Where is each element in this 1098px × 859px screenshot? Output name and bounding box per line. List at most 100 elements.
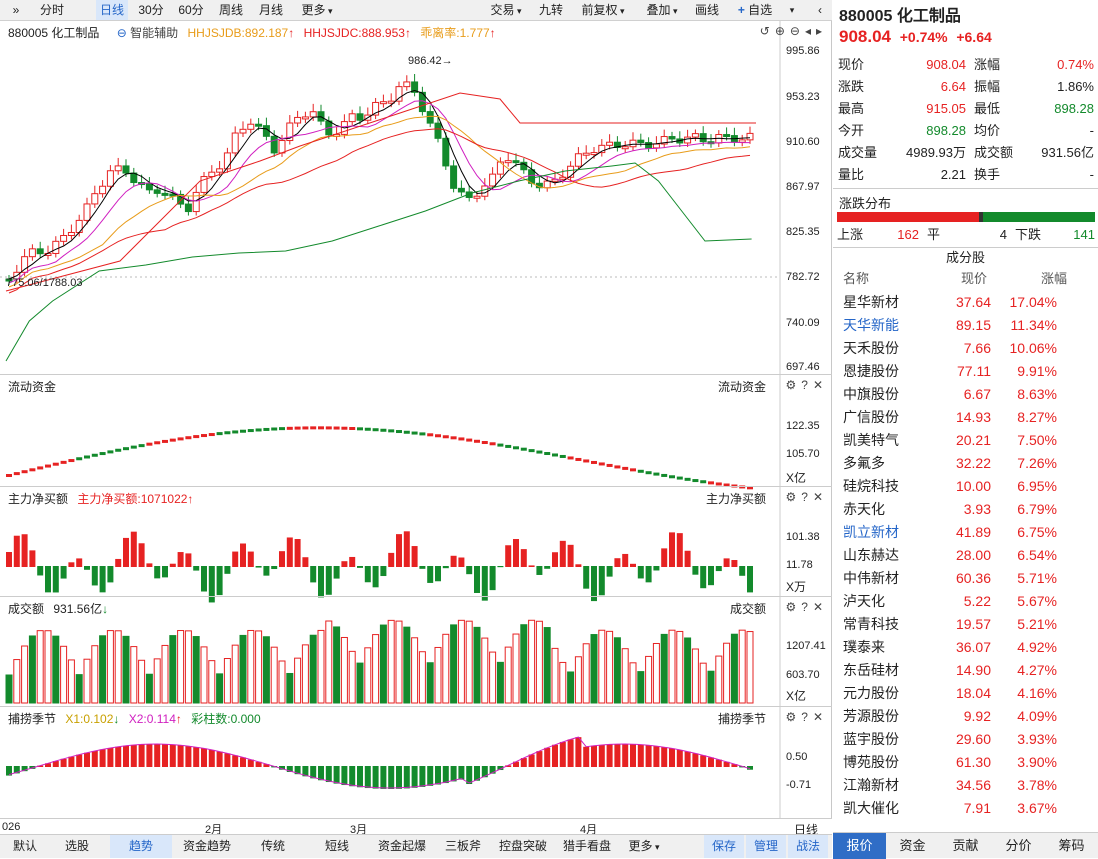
tab-hunter[interactable]: 猎手看盘 xyxy=(562,839,611,853)
constituent-row[interactable]: 凯立新材 41.89 6.75% xyxy=(833,521,1091,543)
help-icon[interactable]: ? xyxy=(801,710,813,724)
tab-fund-trend[interactable]: 资金趋势 xyxy=(182,839,231,853)
flow-bar xyxy=(380,428,387,432)
adjust-menu[interactable]: 前复权 xyxy=(574,0,632,20)
help-icon[interactable]: ? xyxy=(801,378,813,392)
constituent-row[interactable]: 广信股份 14.93 8.27% xyxy=(833,406,1091,428)
tab-funds[interactable]: 资金 xyxy=(899,838,926,853)
tab-minute[interactable]: 分时 xyxy=(39,3,64,17)
constituent-row[interactable]: 博苑股份 61.30 3.90% xyxy=(833,751,1091,773)
stock-name: 蓝宇股份 xyxy=(843,731,899,747)
constituent-row[interactable]: 多氟多 32.22 7.26% xyxy=(833,452,1091,474)
season-bar xyxy=(513,761,519,767)
help-icon[interactable]: ? xyxy=(801,600,813,614)
season-bar xyxy=(52,761,59,767)
help-icon[interactable]: ? xyxy=(801,490,813,504)
stock-change: 5.67% xyxy=(1017,593,1057,609)
flow-bar xyxy=(310,426,317,430)
netbuy-bar xyxy=(684,550,691,567)
tab-three-axe[interactable]: 三板斧 xyxy=(444,839,481,853)
constituent-row[interactable]: 江瀚新材 34.56 3.78% xyxy=(833,774,1091,796)
tab-30min[interactable]: 30分 xyxy=(138,3,164,17)
settings-icon[interactable]: ⚙ xyxy=(785,600,802,614)
constituent-row[interactable]: 东岳硅材 14.90 4.27% xyxy=(833,659,1091,681)
collapse-icon[interactable]: ‹ xyxy=(818,3,822,17)
constituent-row[interactable]: 凯大催化 7.91 3.67% xyxy=(833,797,1091,819)
tab-fund-burst[interactable]: 资金起爆 xyxy=(377,839,426,853)
add-watchlist-label: 自选 xyxy=(748,3,773,17)
tab-trend[interactable]: 趋势 xyxy=(110,835,172,858)
right-icon[interactable]: ▸ xyxy=(815,24,827,38)
close-icon[interactable]: ✕ xyxy=(812,710,828,724)
left-icon[interactable]: ◂ xyxy=(804,24,816,38)
save-button[interactable]: 保存 xyxy=(704,835,744,858)
constituent-row[interactable]: 蓝宇股份 29.60 3.93% xyxy=(833,728,1091,750)
constituent-row[interactable]: 恩捷股份 77.11 9.91% xyxy=(833,360,1091,382)
constituent-row[interactable]: 元力股份 18.04 4.16% xyxy=(833,682,1091,704)
settings-icon[interactable]: ⚙ xyxy=(785,710,802,724)
candle-body xyxy=(114,165,122,172)
constituent-row[interactable]: 芳源股份 9.92 4.09% xyxy=(833,705,1091,727)
stock-price: 61.30 xyxy=(955,754,991,770)
close-icon[interactable]: ✕ xyxy=(812,600,828,614)
watchlist-dropdown-icon[interactable]: ▾ xyxy=(789,5,795,15)
manage-button[interactable]: 管理 xyxy=(746,835,786,858)
amount-bar xyxy=(145,673,153,704)
flow-bar xyxy=(575,457,582,461)
tab-weekly[interactable]: 周线 xyxy=(218,3,243,17)
constituent-row[interactable]: 常青科技 19.57 5.21% xyxy=(833,613,1091,635)
tab-more[interactable]: 更多 xyxy=(294,0,340,20)
assist-label[interactable]: 智能辅助 xyxy=(130,26,179,40)
strategy-button[interactable]: 战法 xyxy=(788,835,828,858)
ma-line xyxy=(8,100,750,284)
close-icon[interactable]: ✕ xyxy=(812,378,828,392)
tab-default[interactable]: 默认 xyxy=(12,839,37,853)
stock-price: 6.67 xyxy=(963,386,991,402)
tab-traditional[interactable]: 传统 xyxy=(260,839,285,853)
constituent-row[interactable]: 泸天化 5.22 5.67% xyxy=(833,590,1091,612)
constituent-row[interactable]: 璞泰来 36.07 4.92% xyxy=(833,636,1091,658)
candle-body xyxy=(582,152,590,156)
assist-toggle-icon[interactable]: ⊖ xyxy=(116,26,127,40)
settings-icon[interactable]: ⚙ xyxy=(785,378,802,392)
candle-body xyxy=(450,165,458,189)
constituent-row[interactable]: 天禾股份 7.66 10.06% xyxy=(833,337,1091,359)
close-icon[interactable]: ✕ xyxy=(812,490,828,504)
refresh-icon[interactable]: ↺ xyxy=(759,24,775,38)
netbuy-bar xyxy=(263,566,270,576)
stat-value: 908.04 xyxy=(926,57,966,72)
tab-monthly[interactable]: 月线 xyxy=(258,3,283,17)
candle-body xyxy=(746,132,754,141)
col-change[interactable]: 涨幅 xyxy=(1041,271,1068,286)
season-bar xyxy=(302,766,309,777)
constituent-row[interactable]: 山东赫达 28.00 6.54% xyxy=(833,544,1091,566)
expand-icon[interactable]: » xyxy=(12,3,20,17)
trade-menu[interactable]: 交易 xyxy=(484,0,528,20)
zoom-out-icon[interactable]: ⊖ xyxy=(789,24,805,38)
col-name[interactable]: 名称 xyxy=(843,271,870,286)
tab-chips[interactable]: 筹码 xyxy=(1058,838,1085,853)
tab-quote[interactable]: 报价 xyxy=(833,833,886,859)
add-watchlist-button[interactable]: + 自选 xyxy=(728,0,782,20)
tab-daily[interactable]: 日线 xyxy=(96,0,128,20)
constituent-row[interactable]: 天华新能 89.15 11.34% xyxy=(833,314,1091,336)
tab-contribution[interactable]: 贡献 xyxy=(952,838,979,853)
zoom-in-icon[interactable]: ⊕ xyxy=(774,24,790,38)
constituent-row[interactable]: 硅烷科技 10.00 6.95% xyxy=(833,475,1091,497)
constituent-row[interactable]: 星华新材 37.64 17.04% xyxy=(833,291,1091,313)
settings-icon[interactable]: ⚙ xyxy=(785,490,802,504)
nine-turn-button[interactable]: 九转 xyxy=(538,3,563,17)
constituent-row[interactable]: 中伟新材 60.36 5.71% xyxy=(833,567,1091,589)
draw-line-button[interactable]: 画线 xyxy=(694,3,719,17)
constituent-row[interactable]: 中旗股份 6.67 8.63% xyxy=(833,383,1091,405)
constituent-row[interactable]: 凯美特气 20.21 7.50% xyxy=(833,429,1091,451)
col-price[interactable]: 现价 xyxy=(961,271,988,286)
tab-more[interactable]: 更多 xyxy=(620,835,668,858)
tab-control-break[interactable]: 控盘突破 xyxy=(498,839,547,853)
tab-stock-pick[interactable]: 选股 xyxy=(64,839,89,853)
constituent-row[interactable]: 赤天化 3.93 6.79% xyxy=(833,498,1091,520)
tab-short[interactable]: 短线 xyxy=(324,839,349,853)
tab-60min[interactable]: 60分 xyxy=(178,3,204,17)
tab-price-dist[interactable]: 分价 xyxy=(1005,838,1032,853)
overlay-menu[interactable]: 叠加 xyxy=(638,0,686,20)
